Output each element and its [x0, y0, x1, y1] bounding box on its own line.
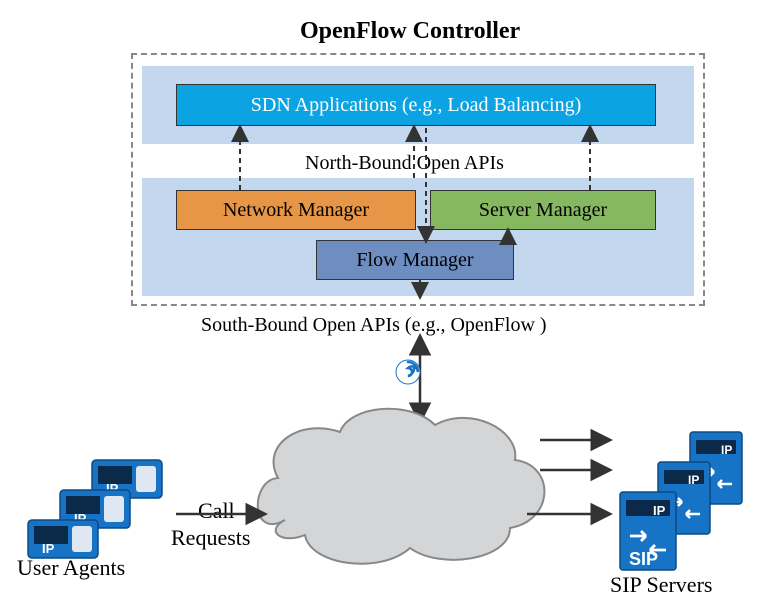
- diagram-title: OpenFlow Controller: [300, 18, 520, 45]
- svg-text:SIP: SIP: [629, 549, 658, 569]
- svg-text:IP: IP: [74, 511, 87, 526]
- openflow-swirl-icon: [396, 360, 420, 384]
- cloud-label-1: Network of: [323, 463, 424, 489]
- cloud-label-2: OpenFlow Switchs: [288, 491, 456, 517]
- svg-text:IP: IP: [42, 541, 55, 556]
- flow-manager-box: Flow Manager: [316, 240, 514, 280]
- south-bound-api-label: South-Bound Open APIs (e.g., OpenFlow ): [201, 314, 547, 337]
- user-agents-icon: IP IP IP: [28, 460, 162, 558]
- call-requests-label-2: Requests: [171, 525, 250, 551]
- svg-text:IP: IP: [653, 503, 666, 518]
- network-manager-box: Network Manager: [176, 190, 416, 230]
- sdn-applications-box: SDN Applications (e.g., Load Balancing): [176, 84, 656, 126]
- sip-servers-icon: IP IP SIP IP: [620, 432, 742, 570]
- svg-text:IP: IP: [721, 443, 732, 457]
- user-agents-label: User Agents: [17, 555, 125, 581]
- svg-text:IP: IP: [106, 481, 119, 496]
- svg-text:IP: IP: [688, 473, 699, 487]
- call-requests-label-1: Call: [198, 498, 235, 524]
- server-manager-box: Server Manager: [430, 190, 656, 230]
- north-bound-api-label: North-Bound Open APIs: [305, 152, 504, 175]
- sip-servers-label: SIP Servers: [610, 572, 712, 598]
